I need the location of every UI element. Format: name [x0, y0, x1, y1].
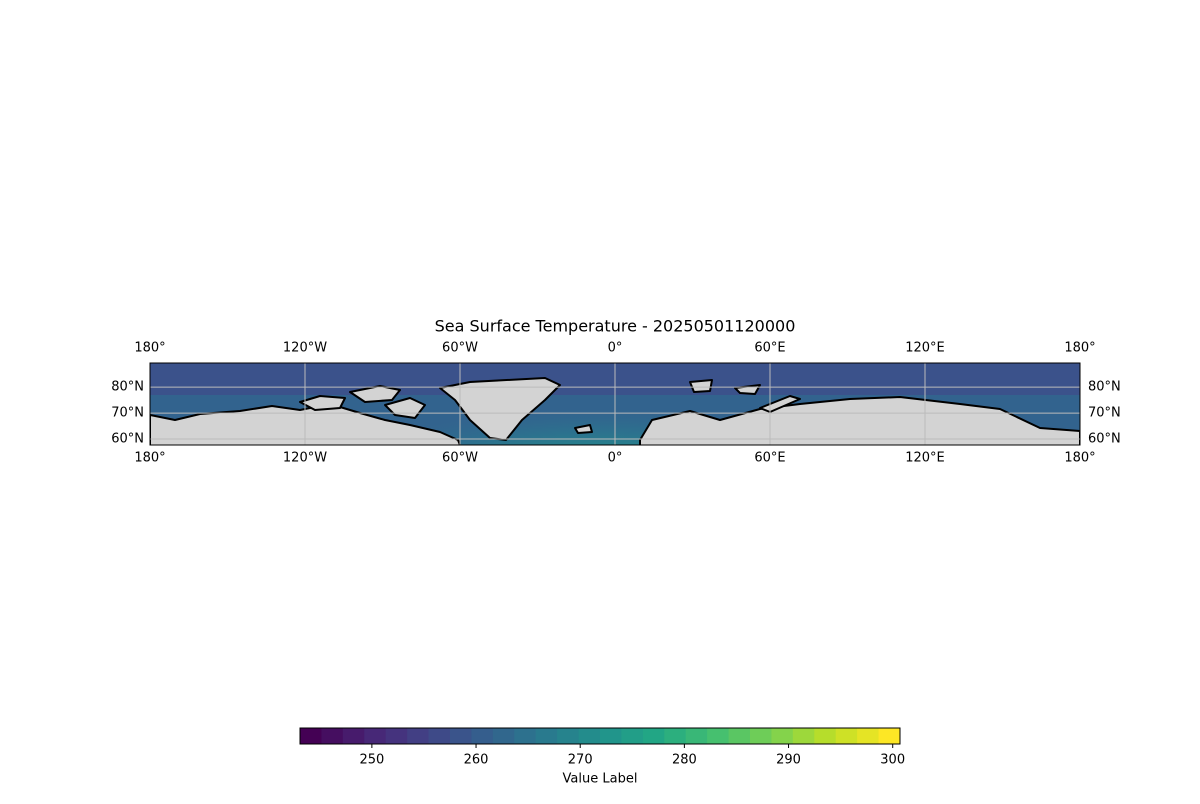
x-tick-label-bottom: 120°W: [283, 451, 327, 466]
map-frame: [149, 362, 1081, 446]
colorbar-level: [835, 728, 858, 744]
colorbar-tick-label: 270: [568, 753, 593, 768]
iceland: [574, 424, 593, 434]
colorbar-level: [364, 728, 387, 744]
map-area: [150, 363, 1080, 445]
colorbar-tick-label: 260: [464, 753, 489, 768]
colorbar-level: [385, 728, 408, 744]
colorbar-level: [428, 728, 451, 744]
colorbar-level: [407, 728, 430, 744]
x-tick-label-bottom: 120°E: [905, 451, 945, 466]
colorbar-level: [857, 728, 880, 744]
colorbar-level: [450, 728, 472, 744]
colorbar-level: [814, 728, 837, 744]
colorbar-level: [321, 728, 344, 744]
y-tick-label-left: 80°N: [111, 380, 144, 395]
x-tick-label-top: 120°E: [905, 341, 945, 356]
colorbar: 250 260 270 280 290 300 Value Label: [299, 727, 905, 787]
x-tick-label-top: 60°E: [754, 341, 785, 356]
colorbar-level: [685, 728, 708, 744]
x-tick-label-top: 120°W: [283, 341, 327, 356]
x-tick-label-bottom: 0°: [608, 451, 623, 466]
colorbar-level: [792, 728, 815, 744]
x-tick-label-top: 60°W: [442, 341, 478, 356]
colorbar-level: [750, 728, 772, 744]
colorbar-level: [514, 728, 537, 744]
colorbar-level: [878, 728, 901, 744]
x-tick-label-top: 180°: [1064, 341, 1095, 356]
colorbar-level: [578, 728, 601, 744]
colorbar-tick-label: 280: [672, 753, 697, 768]
colorbar-level: [621, 728, 644, 744]
y-tick-label-right: 80°N: [1088, 380, 1121, 395]
colorbar-frame: [299, 727, 901, 745]
colorbar-level: [342, 728, 365, 744]
y-tick-label-right: 60°N: [1088, 432, 1121, 447]
colorbar-level: [300, 728, 322, 744]
svalbard: [689, 379, 713, 393]
x-tick-label-bottom: 60°E: [754, 451, 785, 466]
x-tick-label-bottom: 180°: [134, 451, 165, 466]
greenland: [439, 377, 561, 441]
x-tick-label-bottom: 60°W: [442, 451, 478, 466]
eurasia: [639, 396, 1080, 445]
y-tick-label-left: 70°N: [111, 406, 144, 421]
colorbar-level: [471, 728, 494, 744]
colorbar-level: [535, 728, 558, 744]
colorbar-level: [642, 728, 665, 744]
colorbar-level: [707, 728, 730, 744]
colorbar-level: [664, 728, 687, 744]
colorbar-level: [771, 728, 794, 744]
colorbar-tick-label: 290: [776, 753, 801, 768]
colorbar-level: [600, 728, 622, 744]
colorbar-tick-label: 250: [359, 753, 384, 768]
map-title: Sea Surface Temperature - 20250501120000: [435, 317, 796, 336]
x-tick-label-top: 0°: [608, 341, 623, 356]
colorbar-level: [492, 728, 515, 744]
y-tick-label-right: 70°N: [1088, 406, 1121, 421]
colorbar-level: [557, 728, 580, 744]
x-tick-label-top: 180°: [134, 341, 165, 356]
colorbar-tick-label: 300: [880, 753, 905, 768]
colorbar-label: Value Label: [563, 772, 638, 787]
y-tick-label-left: 60°N: [111, 432, 144, 447]
x-tick-label-bottom: 180°: [1064, 451, 1095, 466]
colorbar-level: [728, 728, 751, 744]
island: [299, 395, 346, 411]
